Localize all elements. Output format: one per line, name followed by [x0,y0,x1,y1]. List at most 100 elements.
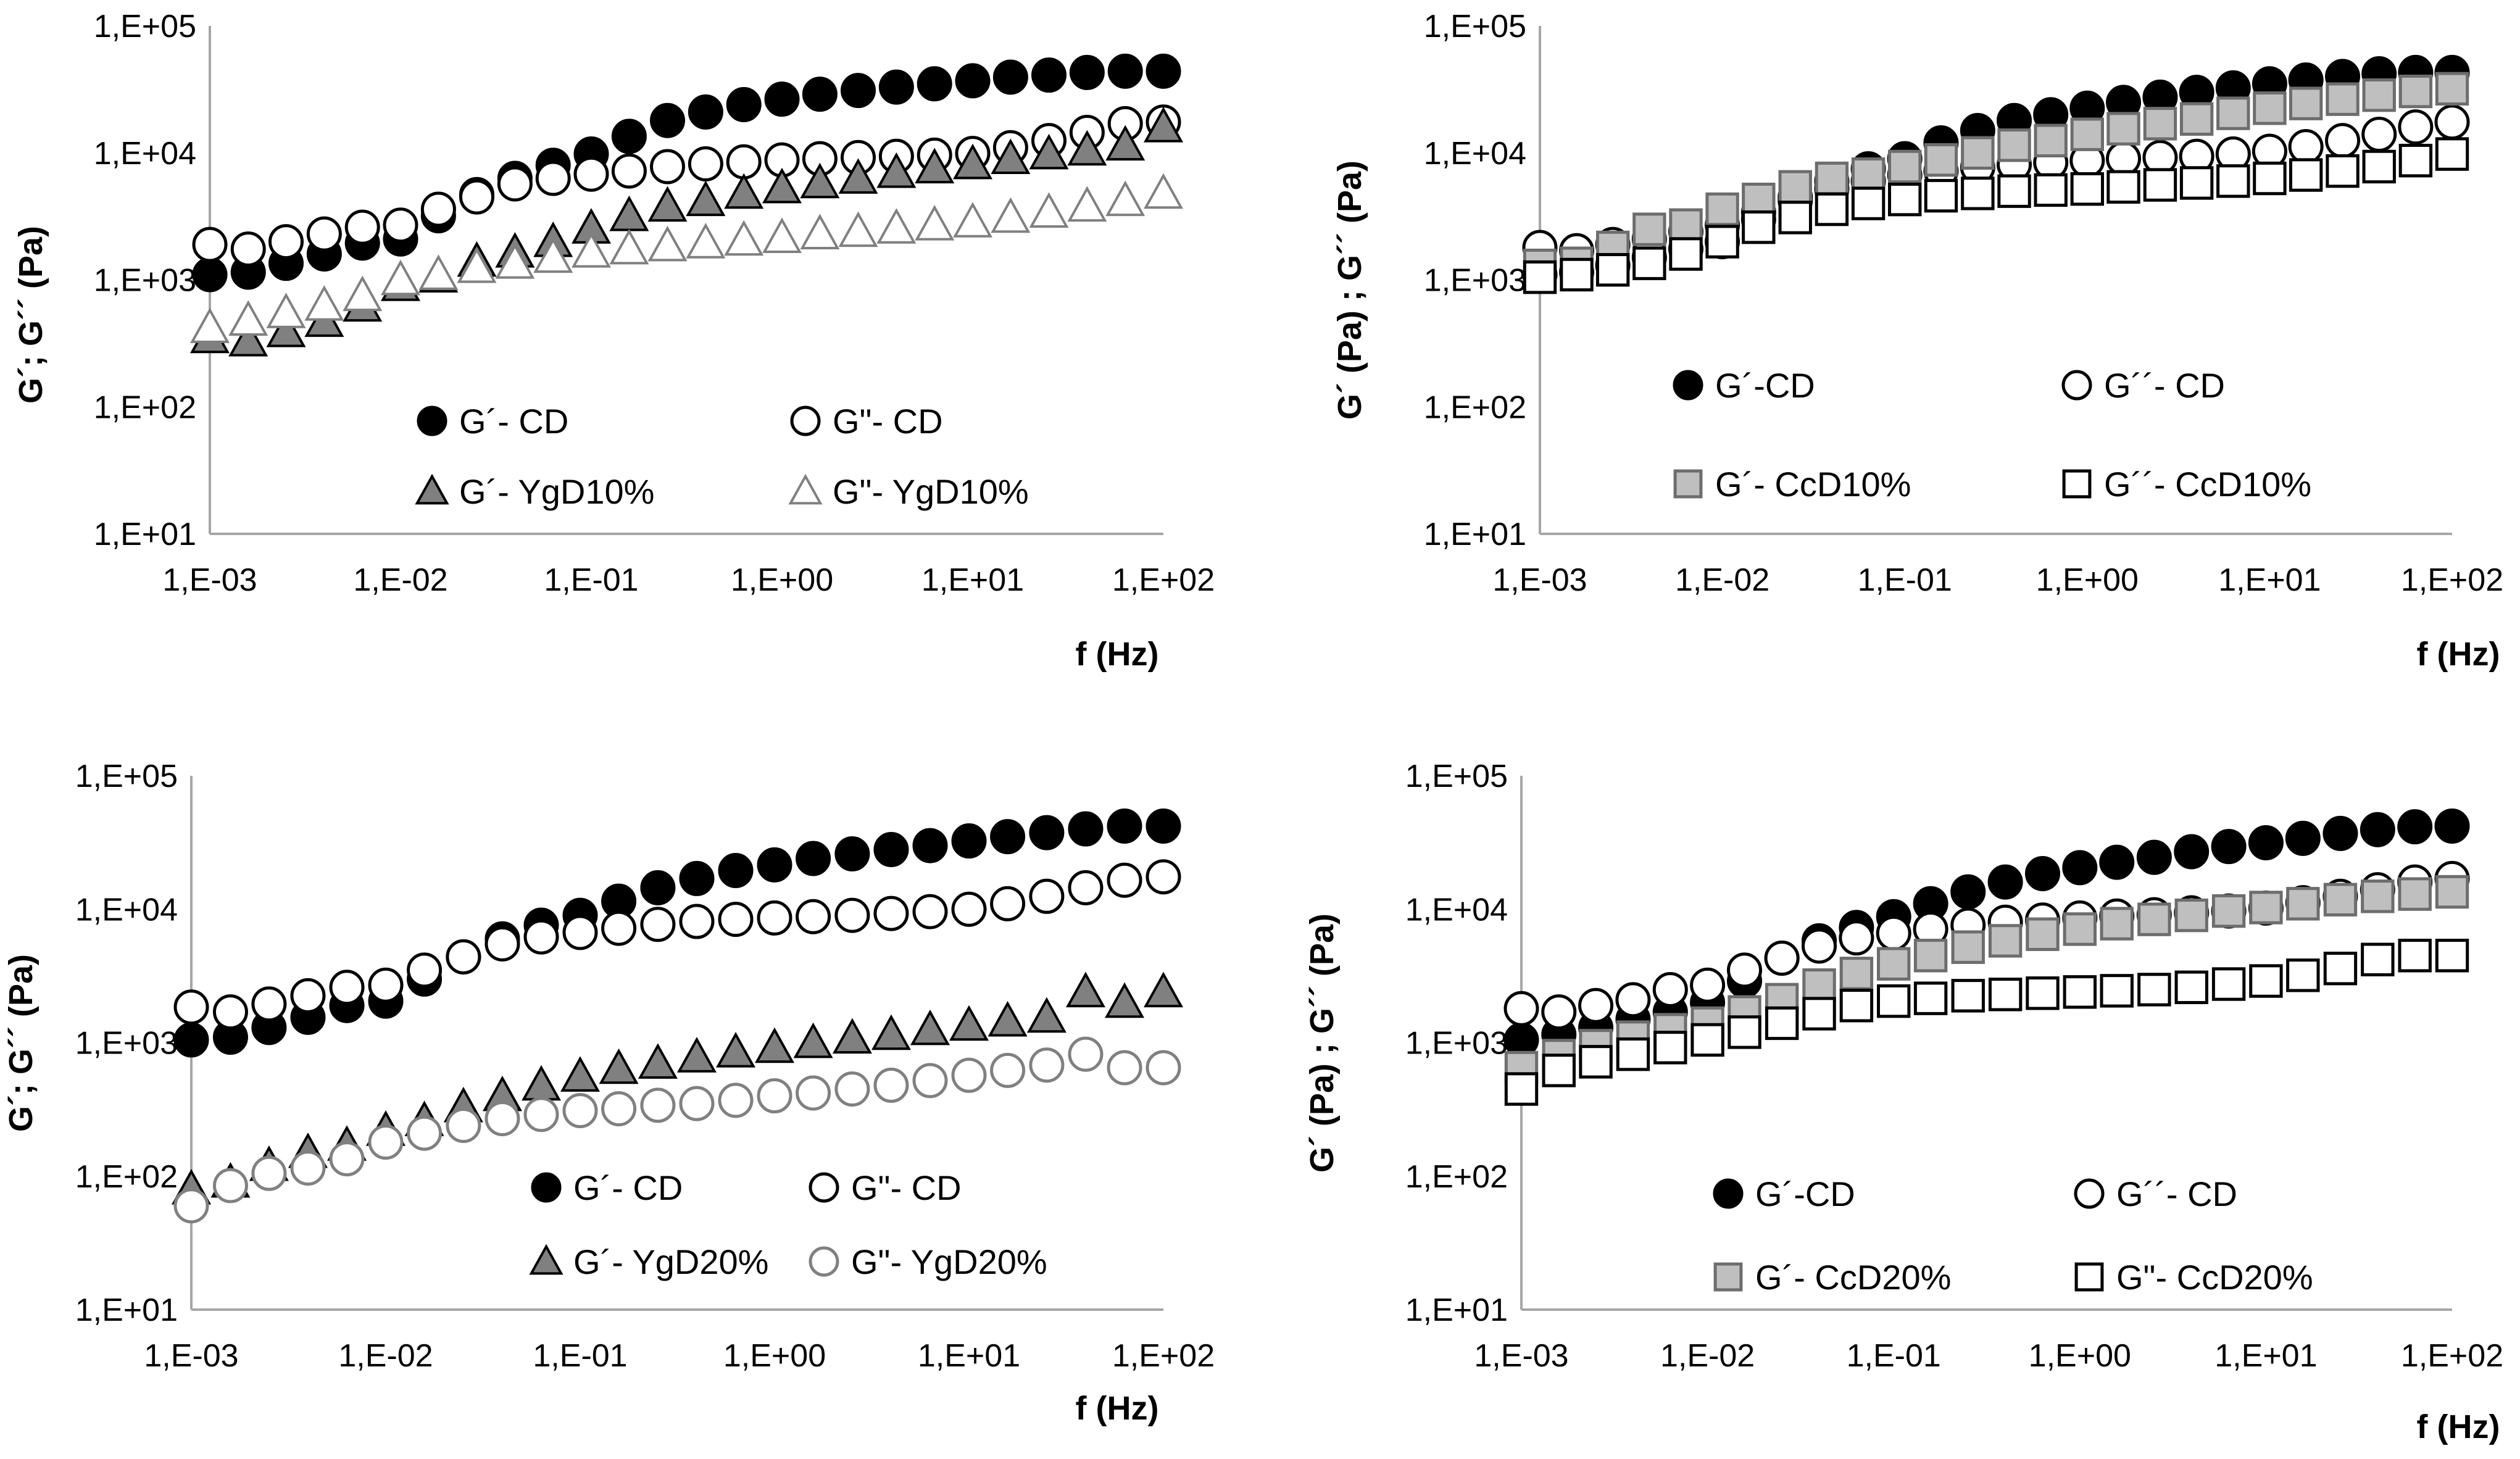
x-axis-title: f (Hz) [1076,636,1159,673]
data-point [1950,874,1986,910]
data-point [1068,870,1104,905]
data-point [1069,54,1105,90]
x-tick-label: 1,E+00 [2029,1338,2131,1374]
data-point [368,1124,404,1160]
x-axis-title: f (Hz) [2417,1408,2500,1445]
legend-marker [415,473,449,505]
series-3 [190,107,1183,357]
legend-label: G´-CD [1755,1174,1855,1213]
data-point [840,73,876,109]
data-point [304,285,344,321]
data-point [1067,186,1107,222]
data-point [1839,989,1874,1023]
data-point [2435,72,2469,106]
data-point [1839,957,1874,991]
data-point [1802,968,1836,1002]
data-point [2216,164,2250,198]
data-point [1877,984,1911,1018]
data-point [912,1063,948,1099]
data-point [838,211,878,247]
data-point [1876,915,1911,951]
data-point [2362,149,2396,184]
data-point [718,853,754,889]
data-point [290,978,326,1013]
data-point [2325,123,2361,159]
data-point [1815,192,1849,227]
data-point [2285,820,2321,856]
x-tick-label: 1,E-01 [1858,562,1952,598]
legend-marker [2062,469,2092,499]
data-point [2211,894,2246,928]
data-point [2100,907,2134,941]
data-point [2360,812,2395,847]
data-point [726,144,762,180]
chart-panel-4: 1,E+01 1,E+02 1,E+03 1,E+04 1,E+05 1,E-03 1,E-… [1304,759,2503,1445]
data-point [1815,161,1849,196]
data-point [2026,917,2060,951]
y-tick-label: 1,E+02 [75,1159,178,1195]
data-point [2286,958,2320,992]
data-point [1068,811,1104,847]
x-tick-label: 1,E+01 [2214,1338,2317,1374]
series-1 [173,808,1181,1058]
x-tick-label: 1,E-02 [338,1338,433,1374]
data-point [228,320,268,357]
data-point [306,216,342,252]
data-point [2362,78,2396,112]
data-point [688,146,723,181]
data-point [2288,129,2324,165]
y-tick-label: 1,E+03 [1405,1026,1508,1062]
x-tick-label: 1,E+00 [723,1338,826,1374]
data-point [251,986,287,1022]
legend-label: G"- CD [833,402,943,441]
data-point [2435,875,2469,909]
data-point [173,989,209,1025]
data-point [2326,82,2360,116]
data-point [212,994,248,1030]
y-tick-label: 1,E+01 [94,517,196,552]
data-point [640,870,676,905]
y-tick-label: 1,E+01 [1424,517,1526,552]
series-4 [173,1036,1181,1224]
data-point [173,1188,209,1224]
chart-panel-2: 1,E+01 1,E+02 1,E+03 1,E+04 1,E+05 1,E-03 1,E-… [1331,9,2503,673]
chart-panel-1: 1,E+01 1,E+02 1,E+03 1,E+04 1,E+05 1,E-03 1,E-… [12,9,1215,673]
data-point [344,209,380,245]
legend-label: G´-CD [1715,366,1815,405]
data-point [1146,53,1181,89]
x-tick-label: 1,E+02 [2401,1338,2503,1374]
data-point [2249,964,2283,998]
data-point [726,87,762,123]
data-point [230,231,266,267]
data-point [1924,178,1958,213]
data-point [2326,154,2360,188]
data-point [2179,102,2214,136]
data-point [1924,143,1958,177]
x-axis-title: f (Hz) [2417,636,2500,673]
y-tick-label: 1,E+03 [94,263,196,299]
x-tick-label: 1,E-02 [353,562,447,598]
data-point [266,293,306,328]
data-point [1802,928,1837,964]
data-point [800,214,840,249]
x-tick-label: 1,E-01 [544,562,638,598]
data-point [917,66,952,102]
data-point [2216,96,2250,130]
data-point [990,819,1026,855]
legend-marker [1673,469,1703,499]
data-point [953,202,992,238]
data-point [679,904,715,939]
series-2 [192,104,1181,267]
data-point [1105,180,1146,217]
data-point [2137,902,2171,936]
data-point [915,205,955,241]
x-tick-label: 1,E+01 [918,1338,1020,1374]
data-point [1105,982,1145,1018]
data-point [533,237,573,273]
data-point [1029,1047,1065,1083]
data-point [1913,981,1948,1015]
data-point [572,232,611,268]
data-point [873,832,909,868]
data-point [329,1141,365,1177]
data-point [407,1115,443,1151]
